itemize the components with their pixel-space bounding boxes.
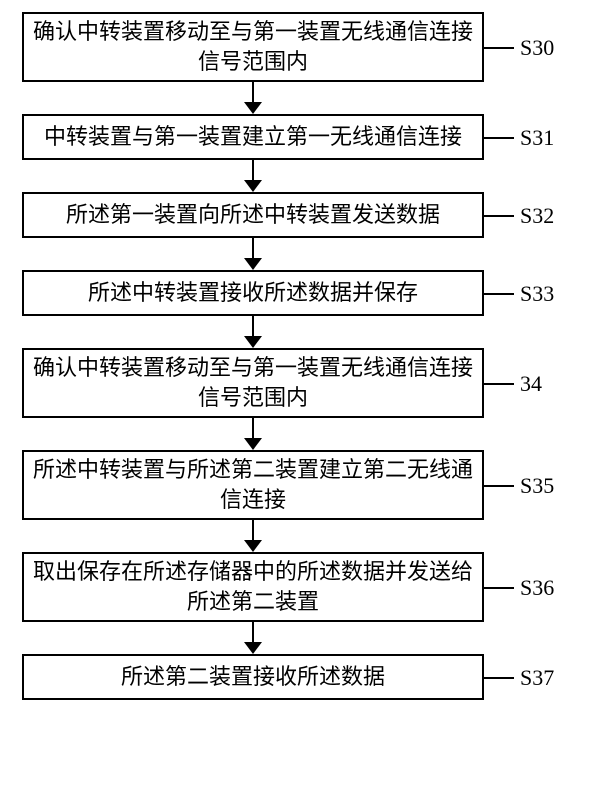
flow-label-s31: S31 [484, 125, 554, 151]
connector-tick [484, 215, 514, 217]
flow-box: 确认中转装置移动至与第一装置无线通信连接信号范围内 [22, 12, 484, 82]
step-label: S33 [520, 281, 554, 307]
flow-box: 所述中转装置与所述第二装置建立第二无线通信连接 [22, 450, 484, 520]
flow-box: 所述第二装置接收所述数据 [22, 654, 484, 700]
flow-arrow [22, 82, 484, 114]
flow-step-s35: 所述中转装置与所述第二装置建立第二无线通信连接 [22, 450, 484, 520]
connector-tick [484, 677, 514, 679]
flow-step-s32: 所述第一装置向所述中转装置发送数据 [22, 192, 484, 238]
connector-tick [484, 137, 514, 139]
flow-label-s30: S30 [484, 35, 554, 61]
step-label: S30 [520, 35, 554, 61]
flow-label-s32: S32 [484, 203, 554, 229]
step-label: S31 [520, 125, 554, 151]
flow-arrow [22, 418, 484, 450]
connector-tick [484, 293, 514, 295]
flow-step-s33: 所述中转装置接收所述数据并保存 [22, 270, 484, 316]
step-label: S35 [520, 473, 554, 499]
flow-label-s34: 34 [484, 371, 542, 397]
flow-label-s36: S36 [484, 575, 554, 601]
flow-box: 中转装置与第一装置建立第一无线通信连接 [22, 114, 484, 160]
connector-tick [484, 47, 514, 49]
flow-step-s34: 确认中转装置移动至与第一装置无线通信连接信号范围内 [22, 348, 484, 418]
flow-box: 取出保存在所述存储器中的所述数据并发送给所述第二装置 [22, 552, 484, 622]
connector-tick [484, 383, 514, 385]
step-label: S36 [520, 575, 554, 601]
connector-tick [484, 485, 514, 487]
flow-step-s36: 取出保存在所述存储器中的所述数据并发送给所述第二装置 [22, 552, 484, 622]
flow-box: 所述第一装置向所述中转装置发送数据 [22, 192, 484, 238]
flow-label-s37: S37 [484, 665, 554, 691]
flow-box: 确认中转装置移动至与第一装置无线通信连接信号范围内 [22, 348, 484, 418]
flow-step-s37: 所述第二装置接收所述数据 [22, 654, 484, 700]
step-label: S32 [520, 203, 554, 229]
step-label: S37 [520, 665, 554, 691]
flow-arrow [22, 316, 484, 348]
flow-arrow [22, 622, 484, 654]
connector-tick [484, 587, 514, 589]
flowchart-container: 确认中转装置移动至与第一装置无线通信连接信号范围内 S30 中转装置与第一装置建立第… [0, 0, 597, 801]
flow-label-s33: S33 [484, 281, 554, 307]
flow-step-s31: 中转装置与第一装置建立第一无线通信连接 [22, 114, 484, 160]
flow-step-s30: 确认中转装置移动至与第一装置无线通信连接信号范围内 [22, 12, 484, 82]
flow-arrow [22, 520, 484, 552]
flow-label-s35: S35 [484, 473, 554, 499]
flow-box: 所述中转装置接收所述数据并保存 [22, 270, 484, 316]
flow-arrow [22, 238, 484, 270]
flow-arrow [22, 160, 484, 192]
step-label: 34 [520, 371, 542, 397]
